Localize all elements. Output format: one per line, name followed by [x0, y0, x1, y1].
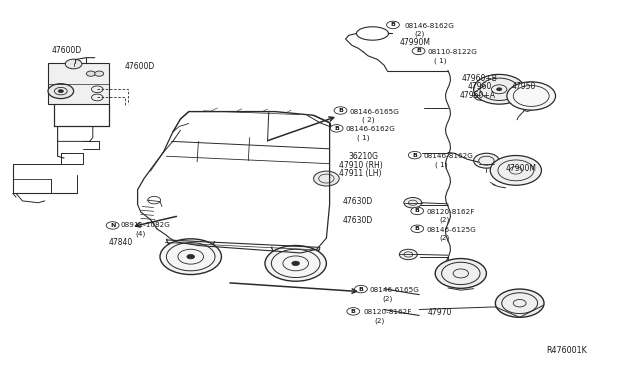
Text: (2): (2) [383, 295, 393, 302]
Text: 47630D: 47630D [343, 216, 373, 225]
Circle shape [497, 88, 502, 91]
Circle shape [106, 222, 119, 229]
Circle shape [474, 153, 499, 168]
Circle shape [495, 289, 544, 317]
Text: ( 2): ( 2) [362, 116, 374, 123]
Text: 47911 (LH): 47911 (LH) [339, 169, 381, 178]
Text: 08146-6125G: 08146-6125G [426, 227, 476, 233]
Text: 08146-8162G: 08146-8162G [424, 153, 474, 159]
Text: B: B [351, 309, 356, 314]
Circle shape [411, 207, 424, 215]
Text: 08120-8162F: 08120-8162F [364, 310, 412, 315]
Text: 08146-6165G: 08146-6165G [349, 109, 399, 115]
Text: B: B [415, 226, 420, 231]
Circle shape [490, 155, 541, 185]
Text: (2): (2) [439, 235, 449, 241]
Circle shape [412, 47, 425, 55]
Text: (2): (2) [374, 317, 385, 324]
Text: 47990M: 47990M [400, 38, 431, 47]
Text: ( 1): ( 1) [357, 134, 370, 141]
Circle shape [58, 90, 63, 93]
Text: ( 1): ( 1) [435, 161, 448, 168]
Circle shape [95, 71, 104, 76]
Text: 47910 (RH): 47910 (RH) [339, 161, 383, 170]
Circle shape [347, 308, 360, 315]
Circle shape [355, 285, 367, 293]
Circle shape [387, 21, 399, 29]
Bar [48, 63, 109, 104]
Text: 36210G: 36210G [348, 153, 378, 161]
Circle shape [292, 261, 300, 266]
Text: 08146-8162G: 08146-8162G [404, 23, 454, 29]
Circle shape [334, 107, 347, 114]
Text: B: B [338, 108, 343, 113]
Text: B: B [390, 22, 396, 28]
Circle shape [399, 249, 417, 260]
Circle shape [86, 71, 95, 76]
Circle shape [474, 74, 525, 104]
Circle shape [265, 246, 326, 281]
Text: ( 1): ( 1) [434, 57, 447, 64]
Text: 47970: 47970 [428, 308, 452, 317]
Text: 47960+A: 47960+A [460, 91, 495, 100]
Text: 47630D: 47630D [343, 197, 373, 206]
Text: (4): (4) [136, 230, 146, 237]
Text: 47960+B: 47960+B [462, 74, 498, 83]
Text: (2): (2) [415, 31, 425, 38]
Text: 08911-1082G: 08911-1082G [120, 222, 170, 228]
Circle shape [408, 151, 421, 159]
Text: 47600D: 47600D [125, 62, 155, 71]
Text: B: B [334, 126, 339, 131]
Circle shape [314, 171, 339, 186]
Text: B: B [358, 286, 364, 292]
Text: 47960: 47960 [467, 82, 492, 91]
Text: 08110-8122G: 08110-8122G [428, 49, 477, 55]
Circle shape [404, 198, 422, 208]
Text: 08146-6165G: 08146-6165G [370, 287, 420, 293]
Circle shape [411, 225, 424, 232]
Circle shape [330, 125, 343, 132]
Text: B: B [416, 48, 421, 54]
Circle shape [160, 239, 221, 275]
Text: 47950: 47950 [512, 82, 536, 91]
Text: 47840: 47840 [109, 238, 133, 247]
Text: N: N [110, 223, 115, 228]
Circle shape [435, 259, 486, 288]
Text: B: B [415, 208, 420, 214]
Text: R476001K: R476001K [547, 346, 588, 355]
Text: 08120-8162F: 08120-8162F [426, 209, 475, 215]
Circle shape [507, 82, 556, 110]
Text: 47900M: 47900M [506, 164, 536, 173]
Text: 08146-6162G: 08146-6162G [346, 126, 396, 132]
Circle shape [65, 59, 82, 69]
Text: 47600D: 47600D [51, 46, 81, 55]
Text: B: B [412, 153, 417, 158]
Text: (2): (2) [439, 217, 449, 224]
Circle shape [48, 84, 74, 99]
Circle shape [187, 254, 195, 259]
